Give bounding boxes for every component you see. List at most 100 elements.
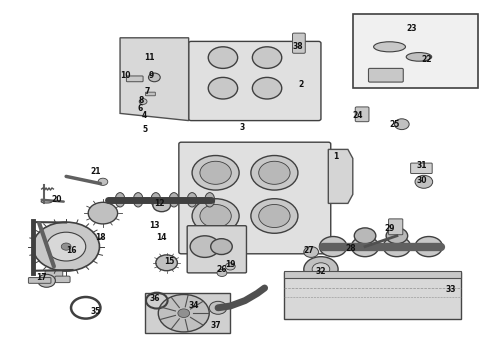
Text: 12: 12: [154, 199, 165, 208]
Text: 34: 34: [188, 302, 199, 310]
FancyBboxPatch shape: [45, 271, 63, 279]
Circle shape: [208, 47, 238, 68]
Text: 18: 18: [95, 233, 106, 242]
Circle shape: [208, 77, 238, 99]
Text: 8: 8: [139, 96, 144, 105]
FancyBboxPatch shape: [189, 41, 321, 121]
Text: 3: 3: [240, 123, 245, 132]
Circle shape: [304, 247, 318, 257]
Text: 27: 27: [303, 246, 314, 255]
Circle shape: [33, 222, 99, 271]
Circle shape: [47, 232, 86, 261]
Circle shape: [394, 119, 409, 130]
Circle shape: [386, 228, 408, 244]
Text: 2: 2: [299, 80, 304, 89]
FancyBboxPatch shape: [284, 271, 461, 278]
Circle shape: [88, 202, 118, 224]
FancyBboxPatch shape: [126, 76, 143, 82]
Circle shape: [139, 99, 147, 104]
Text: 25: 25: [389, 120, 400, 129]
Ellipse shape: [41, 200, 52, 203]
Circle shape: [200, 204, 231, 228]
FancyBboxPatch shape: [28, 278, 51, 283]
Ellipse shape: [187, 193, 197, 207]
Circle shape: [383, 237, 411, 257]
Circle shape: [200, 161, 231, 184]
FancyBboxPatch shape: [293, 33, 305, 53]
Text: 23: 23: [406, 24, 417, 33]
Circle shape: [259, 204, 290, 228]
Circle shape: [178, 309, 190, 318]
Polygon shape: [284, 272, 461, 319]
Circle shape: [192, 156, 239, 190]
Text: 32: 32: [316, 267, 326, 276]
Polygon shape: [145, 293, 230, 333]
Circle shape: [251, 156, 298, 190]
FancyBboxPatch shape: [146, 92, 155, 96]
Circle shape: [312, 263, 330, 276]
Circle shape: [148, 73, 160, 82]
Circle shape: [354, 228, 376, 244]
Text: 5: 5: [142, 125, 147, 134]
Circle shape: [192, 199, 239, 233]
Circle shape: [319, 237, 347, 257]
Text: 28: 28: [345, 244, 356, 253]
FancyBboxPatch shape: [389, 219, 403, 235]
Ellipse shape: [133, 193, 143, 207]
Text: 38: 38: [293, 42, 303, 51]
Circle shape: [61, 243, 71, 250]
Text: 9: 9: [148, 71, 153, 80]
Circle shape: [415, 175, 433, 188]
Circle shape: [98, 178, 108, 185]
FancyBboxPatch shape: [368, 68, 403, 82]
Circle shape: [211, 239, 232, 255]
Ellipse shape: [373, 42, 406, 52]
FancyBboxPatch shape: [411, 163, 432, 174]
Circle shape: [209, 301, 227, 314]
Text: 24: 24: [352, 111, 363, 120]
Polygon shape: [328, 149, 353, 203]
Text: 16: 16: [66, 246, 76, 255]
Ellipse shape: [115, 193, 125, 207]
Text: 20: 20: [51, 195, 62, 204]
Text: 13: 13: [149, 220, 160, 230]
Text: 4: 4: [142, 111, 147, 120]
Circle shape: [252, 77, 282, 99]
Circle shape: [304, 257, 338, 282]
Bar: [353, 14, 478, 88]
Circle shape: [415, 237, 442, 257]
Text: 17: 17: [36, 273, 47, 282]
Ellipse shape: [169, 193, 179, 207]
Ellipse shape: [205, 193, 215, 207]
Text: 31: 31: [416, 161, 427, 170]
Circle shape: [38, 274, 55, 287]
Ellipse shape: [406, 53, 432, 61]
FancyBboxPatch shape: [179, 142, 331, 254]
Text: 1: 1: [333, 152, 338, 161]
Circle shape: [158, 294, 209, 332]
Text: 26: 26: [216, 266, 227, 275]
Text: 36: 36: [149, 294, 160, 303]
Text: 14: 14: [156, 233, 167, 242]
Text: 19: 19: [225, 260, 236, 269]
Text: 10: 10: [120, 71, 130, 80]
Text: 35: 35: [90, 307, 101, 316]
Text: 6: 6: [137, 104, 142, 113]
Circle shape: [153, 199, 171, 212]
Text: 11: 11: [144, 53, 155, 62]
Circle shape: [190, 236, 220, 257]
Circle shape: [259, 161, 290, 184]
Circle shape: [251, 199, 298, 233]
Circle shape: [217, 269, 227, 276]
Circle shape: [252, 47, 282, 68]
FancyBboxPatch shape: [55, 276, 70, 283]
Text: 33: 33: [445, 285, 456, 294]
Text: 29: 29: [384, 224, 395, 233]
Text: 22: 22: [421, 55, 432, 64]
Ellipse shape: [151, 193, 161, 207]
Circle shape: [156, 255, 177, 271]
Circle shape: [351, 237, 379, 257]
Polygon shape: [120, 38, 189, 121]
Text: 30: 30: [416, 176, 427, 185]
Text: 7: 7: [145, 87, 149, 96]
